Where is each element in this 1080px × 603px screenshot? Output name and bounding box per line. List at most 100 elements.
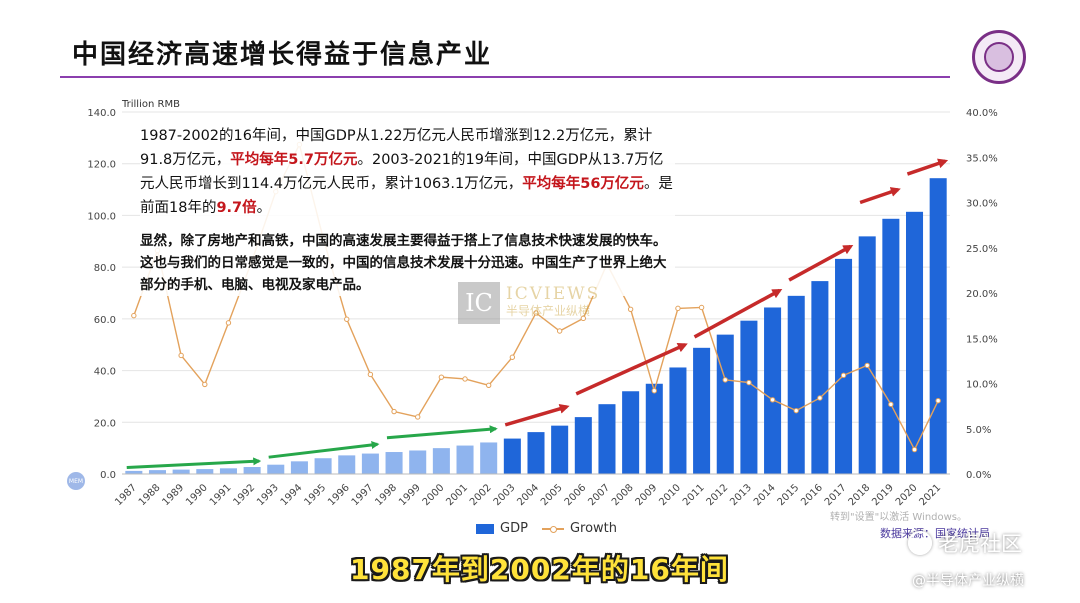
- x-tick-label: 1999: [397, 482, 423, 508]
- y2-tick-label: 5.0%: [966, 425, 991, 436]
- growth-point: [131, 312, 137, 319]
- highlight-figure: 平均每年56万亿元: [522, 176, 644, 192]
- growth-point: [864, 362, 870, 369]
- growth-point: [344, 316, 350, 322]
- gdp-bar: [740, 320, 758, 474]
- trend-arrow: [386, 425, 498, 440]
- laohu-logo-text: 老虎社区: [938, 532, 1022, 556]
- y2-tick-label: 30.0%: [966, 199, 998, 210]
- growth-point: [817, 395, 823, 401]
- x-tick-label: 1989: [160, 482, 186, 508]
- legend-gdp-label: GDP: [500, 521, 528, 536]
- y2-tick-label: 25.0%: [966, 244, 998, 255]
- gdp-bar: [385, 452, 403, 474]
- x-tick-label: 2005: [539, 482, 565, 508]
- gdp-bar: [338, 455, 356, 474]
- growth-point: [722, 377, 728, 383]
- x-tick-label: 2021: [918, 482, 944, 508]
- growth-point: [793, 407, 799, 414]
- x-tick-label: 2015: [776, 482, 802, 508]
- x-tick-label: 2014: [752, 482, 778, 508]
- x-tick-label: 1992: [231, 482, 257, 508]
- y-tick-label: 20.0: [94, 418, 116, 429]
- y2-tick-label: 15.0%: [966, 334, 998, 345]
- trend-arrow: [268, 441, 380, 459]
- gdp-bar: [527, 432, 545, 474]
- y2-tick-label: 35.0%: [966, 153, 998, 164]
- growth-point: [415, 414, 421, 420]
- account-watermark: @半导体产业纵横: [912, 573, 1024, 589]
- laohu-logo-icon: [908, 531, 932, 555]
- trend-arrow: [575, 343, 688, 396]
- x-tick-label: 2009: [634, 482, 660, 508]
- x-tick-label: 2007: [586, 482, 612, 508]
- windows-activation-watermark: 转到"设置"以激活 Windows。: [830, 512, 968, 523]
- growth-point: [556, 328, 563, 334]
- legend-gdp-swatch: [476, 523, 494, 534]
- trend-arrow: [788, 244, 854, 282]
- growth-point: [746, 379, 752, 386]
- y-tick-label: 100.0: [87, 211, 116, 222]
- x-tick-label: 1998: [373, 482, 399, 508]
- y-tick-label: 60.0: [94, 315, 116, 326]
- y2-tick-label: 0.0%: [966, 470, 991, 481]
- gdp-bar: [882, 218, 900, 474]
- gdp-bar: [243, 467, 261, 474]
- gdp-bar: [669, 367, 687, 474]
- growth-point: [391, 408, 397, 415]
- growth-point: [533, 310, 539, 316]
- slide-title: 中国经济高速增长得益于信息产业: [72, 40, 493, 70]
- gdp-bar: [267, 464, 285, 474]
- data-source-note: 数据来源：国家统计局: [880, 527, 990, 540]
- trend-arrow: [906, 158, 949, 176]
- y-tick-label: 0.0: [100, 470, 116, 481]
- highlight-figure: 9.7倍: [216, 200, 257, 216]
- gdp-bar: [645, 383, 663, 474]
- commentary-text: 。是前面18年的: [140, 176, 673, 216]
- growth-point: [675, 305, 681, 312]
- x-tick-label: 2016: [799, 482, 825, 508]
- growth-point: [627, 306, 634, 312]
- commentary-paragraph-2: 显然，除了房地产和高铁，中国的高速发展主要得益于搭上了信息技术快速发展的快车。这…: [140, 233, 667, 293]
- x-tick-label: 2001: [444, 482, 470, 508]
- gdp-bar: [314, 458, 332, 474]
- highlight-figure: 平均每年5.7万亿元: [230, 152, 358, 168]
- gdp-bar: [456, 445, 474, 474]
- growth-point: [178, 352, 184, 359]
- growth-point: [698, 304, 705, 311]
- gdp-bar: [219, 468, 237, 474]
- growth-point: [840, 372, 847, 379]
- y-tick-label: 140.0: [87, 108, 116, 119]
- trend-arrows: [126, 158, 949, 470]
- x-tick-label: 2000: [421, 482, 447, 508]
- commentary-text: 。: [256, 200, 272, 216]
- x-tick-label: 2018: [847, 482, 873, 508]
- growth-point: [580, 315, 587, 322]
- gdp-bar: [811, 281, 829, 474]
- gdp-bar: [929, 178, 947, 475]
- gdp-bar: [693, 347, 711, 474]
- growth-point: [651, 388, 657, 394]
- x-tick-label: 1988: [137, 482, 163, 508]
- blue-dot-badge: MEM: [67, 472, 85, 490]
- gdp-bar: [551, 425, 569, 474]
- y-tick-label: 80.0: [94, 263, 116, 274]
- x-tick-label: 2019: [870, 482, 896, 508]
- gdp-bar: [361, 453, 379, 474]
- y2-tick-label: 10.0%: [966, 380, 998, 391]
- icviews-watermark-name: 半导体产业纵横: [506, 304, 591, 318]
- y-tick-label: 120.0: [87, 160, 116, 171]
- trend-arrow: [126, 457, 262, 470]
- commentary-text: 1987-2002的16年间，中国GDP从1.22万亿元人民币增涨到12.2万亿…: [140, 128, 653, 168]
- growth-point: [485, 382, 492, 389]
- x-tick-label: 2011: [681, 482, 707, 508]
- growth-point: [911, 446, 918, 453]
- gdp-bar: [172, 469, 190, 474]
- gdp-bar: [432, 448, 450, 474]
- legend-growth-label: Growth: [569, 521, 617, 536]
- x-tick-label: 1991: [208, 482, 234, 508]
- gdp-bar: [148, 470, 167, 474]
- x-tick-label: 2003: [492, 482, 518, 508]
- x-tick-label: 1997: [350, 482, 376, 508]
- x-tick-label: 2012: [705, 482, 731, 508]
